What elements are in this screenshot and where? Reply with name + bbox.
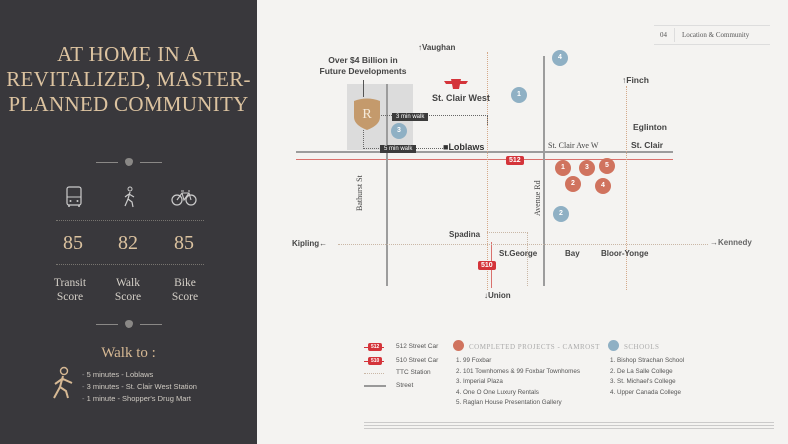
legend-512: 512 Street Car [396,343,439,350]
projects-legend-list: 1. 99 Foxbar 2. 101 Townhomes & 99 Foxba… [456,356,580,409]
loblaws-text: Loblaws [448,142,485,152]
school-marker-4[interactable]: 4 [552,50,568,66]
bathurst-label: Bathurst St [355,175,364,211]
list-item: 3. St. Michael's College [610,378,676,385]
streetcar-512-badge: 512 [506,156,524,165]
legend-ttc-line [364,373,384,374]
bus-icon [66,186,82,207]
page-title: AT HOME IN A REVITALIZED, MASTER-PLANNED… [6,42,251,116]
divider [56,264,204,265]
ttc-logo-icon [444,79,468,89]
st-clair-station-label: St. Clair [631,140,664,150]
walk-path-3 [377,115,488,125]
project-legend-dot [453,340,464,351]
spadina-connector [487,232,528,286]
3-min-walk-label: 3 min walk [392,113,429,121]
project-marker-3[interactable]: 3 [579,160,595,176]
walk-score-value: 82 [118,232,138,254]
st-george-station-label: St.George [499,249,538,258]
development-label: Over $4 Billion in Future Developments [319,55,407,76]
streetcar-510-badge: 510 [478,261,496,270]
st-clair-west-station-label: St. Clair West [432,93,490,103]
school-marker-2[interactable]: 2 [553,206,569,222]
transit-score-label: Transit Score [53,277,87,303]
eglinton-label: Eglinton [633,122,667,132]
finch-label: ↑Finch [622,75,649,85]
page-number: 04 [660,31,667,39]
list-item: 3 minutes - St. Clair West Station [82,381,197,393]
bike-score-value: 85 [174,232,194,254]
st-clair-street [296,151,673,153]
schools-legend-title: SCHOOLS [624,343,660,351]
transit-score-value: 85 [63,232,83,254]
list-item: 1 minute - Shopper's Drug Mart [82,393,197,405]
school-legend-dot [608,340,619,351]
walking-person-icon [53,366,73,399]
avenue-rd-label: Avenue Rd [533,180,542,216]
section-title: Location & Community [682,31,750,39]
project-marker-1[interactable]: 1 [555,160,571,176]
walking-person-icon [124,186,135,208]
project-marker-2[interactable]: 2 [565,176,581,192]
subway-line-2 [338,244,708,245]
project-marker-5[interactable]: 5 [599,158,615,174]
bloor-yonge-station-label: Bloor-Yonge [601,249,649,258]
label-pointer [363,80,364,97]
walk-to-title: Walk to : [101,345,156,361]
union-label: ↓Union [484,291,511,300]
bike-score-label: Bike Score [171,277,199,303]
loblaws-label: ■Loblaws [443,142,485,152]
5-min-walk-label: 5 min walk [380,145,417,153]
legend-ttc: TTC Station [396,369,431,376]
list-item: 5. Raglan House Presentation Gallery [456,399,562,406]
kennedy-label: →Kennedy [710,238,752,247]
kipling-label: Kipling← [292,239,328,248]
list-item: 4. One O One Luxury Rentals [456,388,539,396]
list-item: 1. 99 Foxbar [456,357,492,364]
list-item: 2. De La Salle College [610,367,673,375]
bicycle-icon [171,190,197,206]
st-clair-ave-label: St. Clair Ave W [548,141,599,150]
list-item: 5 minutes - Loblaws [82,369,197,381]
list-item: 2. 101 Townhomes & 99 Foxbar Townhomes [456,367,581,375]
project-marker-4[interactable]: 4 [595,178,611,194]
page-header: 04 Location & Community [654,25,770,45]
legend-510: 510 Street Car [396,357,439,364]
schools-legend-list: 1. Bishop Strachan School 2. De La Salle… [610,356,684,398]
development-shield-logo: R [354,98,380,130]
streetcar-512-line [296,159,673,160]
spadina-station-label: Spadina [449,230,481,239]
vaughan-label: ↑Vaughan [418,43,456,52]
legend-street-line [364,385,386,387]
school-marker-3[interactable]: 3 [391,123,407,139]
subway-line-1-west [487,52,488,290]
ornament-divider [96,158,162,166]
list-item: 4. Upper Canada College [610,388,682,396]
legend-street: Street [396,382,414,389]
walk-score-label: Walk Score [114,277,142,303]
ornament-divider [96,320,162,328]
bathurst-street [386,84,388,286]
legend-510-badge: 510 [368,357,383,365]
list-item: 3. Imperial Plaza [456,378,503,385]
legend-512-badge: 512 [368,343,383,351]
list-item: 1. Bishop Strachan School [610,357,685,364]
disclaimer-fine-print [364,421,774,431]
avenue-road-street [543,56,545,286]
map-area: 04 Location & Community R Over $4 Billio… [258,0,788,444]
divider [56,220,204,221]
left-panel: AT HOME IN A REVITALIZED, MASTER-PLANNED… [0,0,257,444]
bay-station-label: Bay [565,249,580,258]
projects-legend-title: COMPLETED PROJECTS - CAMROST [469,343,600,351]
svg-text:R: R [362,107,372,122]
subway-line-1-yonge [626,86,627,290]
walk-to-list: 5 minutes - Loblaws 3 minutes - St. Clai… [82,369,197,405]
school-marker-1[interactable]: 1 [511,87,527,103]
